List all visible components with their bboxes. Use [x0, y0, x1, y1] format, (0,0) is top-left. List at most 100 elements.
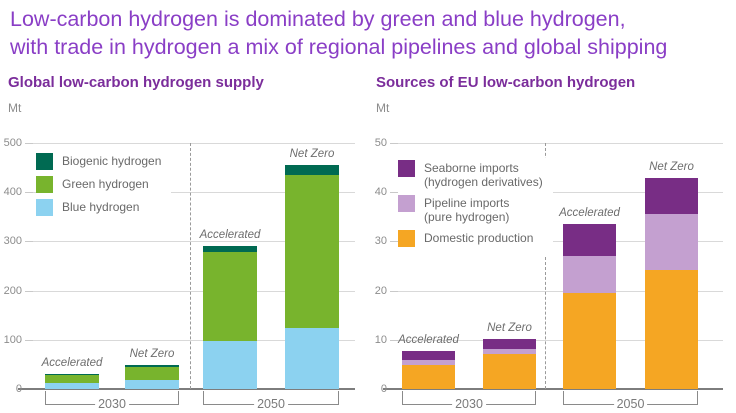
gridline — [33, 192, 355, 194]
bar-segment-green-hydrogen — [125, 366, 179, 381]
slide-title-line1: Low-carbon hydrogen is dominated by gree… — [10, 7, 626, 31]
gridline — [33, 290, 355, 292]
chart-title: Sources of EU low-carbon hydrogen — [376, 74, 636, 91]
legend-item: Biogenic hydrogen — [36, 153, 161, 170]
y-axis-tick-label: 30 — [374, 235, 387, 248]
y-axis-tick-label: 20 — [374, 284, 387, 297]
y-axis-tick-label: 40 — [374, 186, 387, 199]
legend-color-swatch — [398, 230, 415, 247]
y-axis-tick — [25, 290, 33, 292]
y-axis-tick-label: 10 — [374, 333, 387, 346]
x-axis-line — [18, 388, 355, 390]
bar-segment-seaborne-imports-hydrogen-derivatives — [402, 351, 455, 361]
y-axis-tick-label: 400 — [3, 186, 22, 199]
gridline — [33, 143, 355, 144]
gridline — [398, 192, 723, 194]
scenario-label: Net Zero — [487, 321, 532, 334]
legend-color-swatch — [36, 199, 53, 216]
chart-title: Global low-carbon hydrogen supply — [8, 74, 264, 91]
bar-segment-biogenic-hydrogen — [203, 246, 257, 253]
y-axis-tick — [25, 339, 33, 341]
year-divider-dashed-line — [545, 143, 546, 389]
year-group-label: 2050 — [613, 397, 648, 411]
year-divider-dashed-line — [190, 143, 191, 389]
legend-color-swatch — [398, 195, 415, 212]
y-axis-tick-label: 0 — [380, 383, 387, 395]
bar-segment-blue-hydrogen — [203, 340, 257, 389]
y-axis-tick-label: 0 — [15, 383, 22, 395]
year-group-label: 2030 — [452, 397, 486, 411]
y-axis-tick — [390, 143, 398, 144]
bar-segment-domestic-production — [402, 365, 455, 389]
gridline — [398, 241, 723, 243]
bar-segment-domestic-production — [645, 269, 698, 389]
bar-segment-seaborne-imports-hydrogen-derivatives — [563, 223, 616, 256]
plot-area: 0 100 200 300 400 500 Accelerated Net Zero Accel… — [4, 137, 355, 411]
y-axis-tick-label: 100 — [3, 333, 22, 346]
bar-segment-blue-hydrogen — [45, 382, 99, 389]
legend: Biogenic hydrogen Green hydrogen Blue hydr… — [36, 151, 172, 226]
scenario-label: Accelerated — [398, 334, 459, 347]
year-group-bracket: 2050 — [203, 391, 339, 411]
chart-eu-low-carbon-hydrogen-sources: Sources of EU low-carbon hydrogen Mt 0 10… — [368, 70, 736, 413]
scenario-label: Accelerated — [559, 206, 620, 219]
legend-color-swatch — [398, 160, 415, 177]
slide-title-line2: with trade in hydrogen a mix of regional… — [10, 35, 668, 59]
y-axis-tick — [390, 241, 398, 243]
year-group-bracket: 2050 — [563, 391, 698, 411]
y-axis-unit: Mt — [8, 101, 22, 115]
y-axis-tick — [25, 241, 33, 243]
year-group-bracket: 2030 — [45, 391, 179, 411]
legend-item: Seaborne imports (hydrogen derivatives) — [398, 160, 543, 189]
bar-segment-domestic-production — [483, 353, 536, 389]
legend-item: Pipeline imports (pure hydrogen) — [398, 195, 543, 224]
legend-label: Green hydrogen — [62, 177, 149, 191]
bar-segment-seaborne-imports-hydrogen-derivatives — [645, 178, 698, 215]
legend-label: Domestic production — [424, 231, 534, 245]
legend-label: Biogenic hydrogen — [62, 154, 162, 168]
x-axis-line — [383, 388, 723, 390]
slide-title: Low-carbon hydrogen is dominated by gree… — [10, 5, 730, 61]
y-axis-tick — [25, 192, 33, 194]
legend-color-swatch — [36, 176, 53, 193]
bar-segment-biogenic-hydrogen — [285, 165, 339, 175]
bar-segment-green-hydrogen — [203, 252, 257, 341]
year-group-label: 2050 — [254, 397, 288, 411]
scenario-label: Net Zero — [649, 161, 694, 174]
bar-segment-green-hydrogen — [45, 375, 99, 383]
year-group-label: 2030 — [95, 397, 129, 411]
legend-item: Domestic production — [398, 230, 543, 247]
scenario-label: Accelerated — [41, 357, 103, 370]
y-axis-tick — [390, 290, 398, 292]
y-axis-tick — [390, 192, 398, 194]
y-axis-tick-label: 300 — [3, 235, 22, 248]
bar-segment-blue-hydrogen — [285, 327, 339, 389]
legend-label: Seaborne imports (hydrogen derivatives) — [424, 161, 543, 189]
y-axis-tick — [390, 339, 398, 341]
bar-segment-pipeline-imports-pure-hydrogen — [483, 348, 536, 354]
y-axis-tick-label: 50 — [374, 137, 387, 149]
legend: Seaborne imports (hydrogen derivatives) P… — [398, 158, 553, 257]
bar-segment-biogenic-hydrogen — [125, 365, 179, 367]
legend-item: Blue hydrogen — [36, 199, 161, 216]
bar-segment-pipeline-imports-pure-hydrogen — [563, 255, 616, 294]
y-axis-unit: Mt — [376, 101, 390, 115]
bar-segment-pipeline-imports-pure-hydrogen — [402, 360, 455, 366]
legend-color-swatch — [36, 153, 53, 170]
y-axis-tick-label: 200 — [3, 284, 22, 297]
gridline — [398, 339, 723, 341]
year-group-bracket: 2030 — [402, 391, 536, 411]
legend-label: Pipeline imports (pure hydrogen) — [424, 196, 510, 224]
bar-segment-green-hydrogen — [285, 174, 339, 328]
scenario-label: Accelerated — [199, 229, 261, 242]
legend-label: Blue hydrogen — [62, 200, 140, 214]
legend-item: Green hydrogen — [36, 176, 161, 193]
gridline — [398, 143, 723, 144]
gridline — [33, 339, 355, 341]
y-axis-tick — [25, 143, 33, 144]
gridline — [33, 241, 355, 243]
bar-segment-biogenic-hydrogen — [45, 374, 99, 376]
scenario-label: Net Zero — [129, 348, 175, 361]
scenario-label: Net Zero — [289, 148, 335, 161]
bar-segment-seaborne-imports-hydrogen-derivatives — [483, 338, 536, 349]
